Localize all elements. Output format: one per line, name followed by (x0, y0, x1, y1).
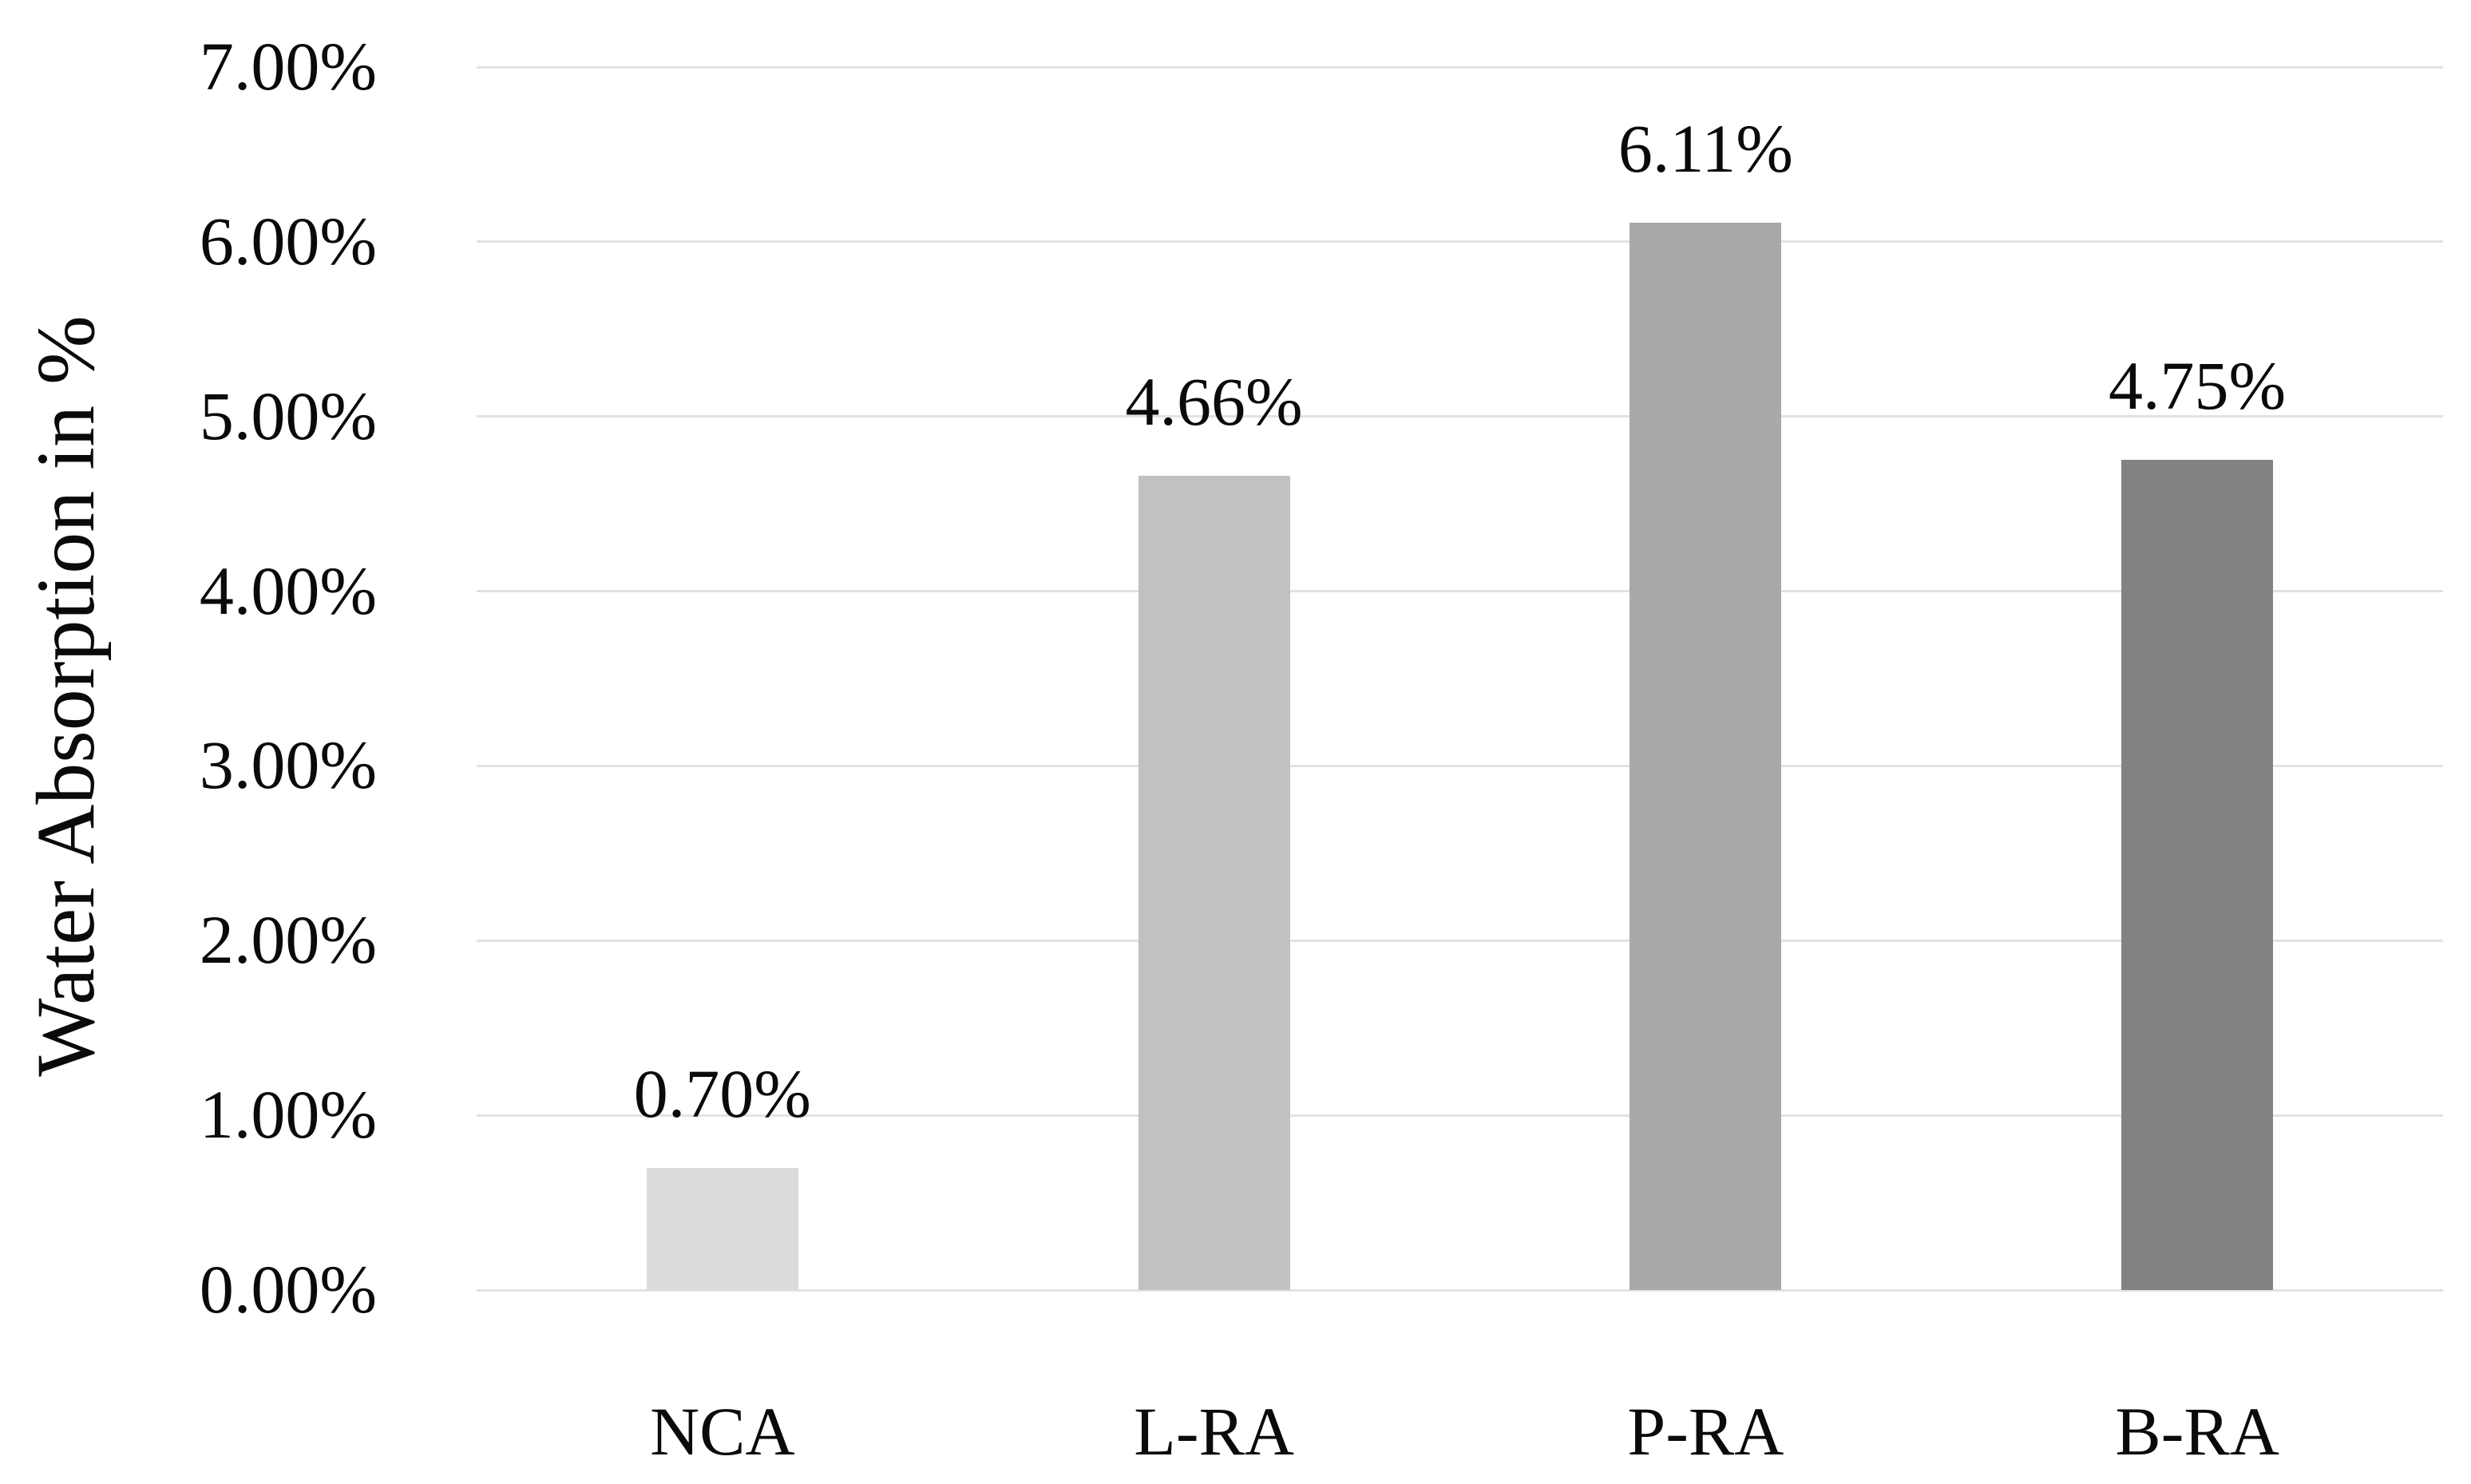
bar (646, 1167, 798, 1290)
gridline (477, 65, 2443, 69)
bar (2121, 460, 2274, 1290)
gridline (477, 240, 2443, 243)
y-axis-tick-label: 3.00% (199, 726, 377, 804)
x-axis-category-label: P-RA (1627, 1393, 1784, 1470)
gridline (477, 590, 2443, 593)
y-axis-tick-label: 4.00% (199, 552, 377, 629)
y-axis-tick-label: 6.00% (199, 202, 377, 279)
y-axis-tick-label: 7.00% (199, 28, 377, 105)
x-axis-category-label: B-RA (2115, 1393, 2279, 1470)
x-axis-category-label: NCA (650, 1393, 795, 1470)
bar (1138, 476, 1290, 1290)
y-axis-tick-label: 2.00% (199, 901, 377, 979)
gridline (477, 764, 2443, 767)
gridline (477, 1288, 2443, 1292)
bar-data-label: 6.11% (1618, 109, 1793, 187)
bar-data-label: 0.70% (633, 1055, 811, 1132)
y-axis-tick-label: 1.00% (199, 1076, 377, 1154)
gridline (477, 1114, 2443, 1117)
x-axis-category-label: L-RA (1134, 1393, 1294, 1470)
bar (1630, 222, 1782, 1290)
bar-data-label: 4.75% (2109, 347, 2287, 425)
y-axis-tick-label: 5.00% (199, 377, 377, 454)
gridline (477, 415, 2443, 418)
gridline (477, 939, 2443, 942)
bar-data-label: 4.66% (1125, 363, 1303, 441)
y-axis-tick-label: 0.00% (199, 1251, 377, 1328)
